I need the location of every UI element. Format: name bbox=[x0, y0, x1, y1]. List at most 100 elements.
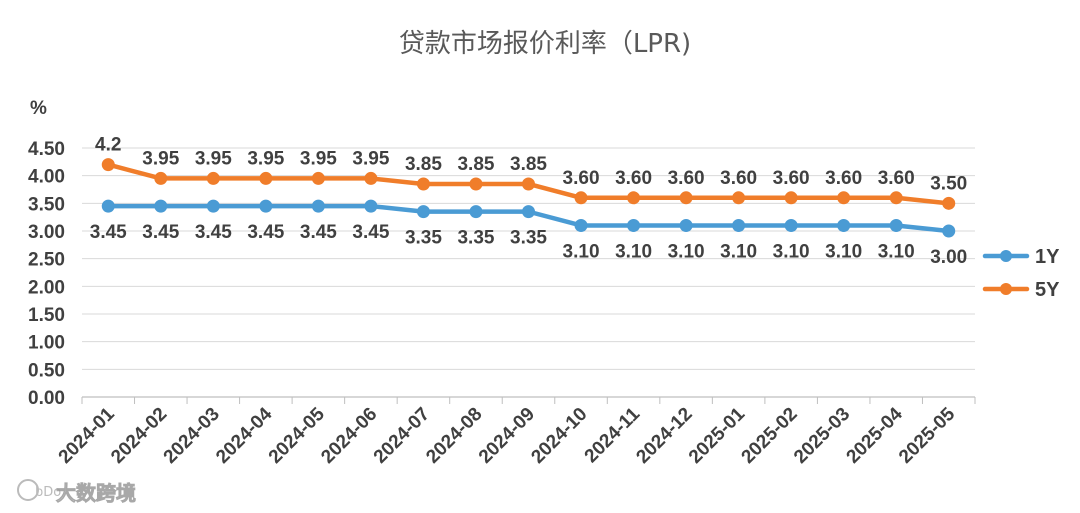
data-point-5Y bbox=[311, 171, 325, 185]
data-point-1Y bbox=[206, 199, 220, 213]
data-point-1Y bbox=[416, 205, 430, 219]
data-labels: 3.45 3.45 3.45 3.45 3.45 3.45 3.35 3.35 3.35 3.10… bbox=[90, 135, 967, 268]
y-tick-label: 2.00 bbox=[28, 277, 65, 298]
data-label-5Y: 3.95 bbox=[195, 148, 232, 169]
x-tick-label: 2025-03 bbox=[790, 404, 854, 468]
data-point-5Y bbox=[522, 177, 535, 191]
y-tick-label: 3.50 bbox=[28, 194, 65, 215]
data-point-1Y bbox=[732, 218, 746, 232]
y-tick-label: 1.50 bbox=[28, 305, 65, 326]
data-label-1Y: 3.10 bbox=[773, 241, 810, 262]
data-label-1Y: 3.45 bbox=[300, 222, 337, 243]
data-point-5Y bbox=[259, 171, 273, 185]
x-tick-label: 2024-08 bbox=[422, 404, 486, 468]
data-label-5Y: 3.95 bbox=[142, 148, 179, 169]
data-label-5Y: 3.95 bbox=[300, 148, 337, 169]
data-label-1Y: 3.10 bbox=[668, 241, 705, 262]
data-label-5Y: 3.60 bbox=[615, 168, 652, 189]
x-tick-label: 2024-06 bbox=[317, 404, 381, 468]
data-point-5Y bbox=[942, 196, 956, 210]
data-label-5Y: 3.85 bbox=[405, 154, 442, 175]
data-point-5Y bbox=[679, 191, 693, 205]
data-point-1Y bbox=[627, 218, 641, 232]
legend-label-1Y: 1Y bbox=[1035, 246, 1060, 268]
data-point-5Y bbox=[101, 158, 115, 172]
data-label-1Y: 3.45 bbox=[90, 222, 127, 243]
data-point-5Y bbox=[627, 191, 641, 205]
x-tick-label: 2024-09 bbox=[475, 404, 539, 468]
data-label-5Y: 3.95 bbox=[352, 148, 389, 169]
grid-lines bbox=[82, 147, 975, 398]
series-lines bbox=[101, 158, 956, 238]
data-point-1Y bbox=[259, 199, 273, 213]
watermark-text: 大数跨境 bbox=[56, 481, 136, 505]
data-label-1Y: 3.45 bbox=[352, 222, 389, 243]
watermark-logo-text: bDo bbox=[35, 485, 61, 500]
data-point-1Y bbox=[522, 205, 535, 219]
x-tick-label: 2024-10 bbox=[527, 404, 591, 468]
data-label-5Y: 3.60 bbox=[563, 168, 600, 189]
data-point-1Y bbox=[311, 199, 325, 213]
data-point-1Y bbox=[942, 224, 956, 238]
data-label-1Y: 3.35 bbox=[510, 228, 547, 249]
x-tick-label: 2024-01 bbox=[55, 403, 119, 467]
data-label-1Y: 3.45 bbox=[247, 222, 284, 243]
data-label-1Y: 3.45 bbox=[142, 222, 179, 243]
data-label-5Y: 3.85 bbox=[457, 154, 494, 175]
x-tick-label: 2025-04 bbox=[843, 403, 907, 467]
y-tick-label: 4.50 bbox=[28, 139, 65, 160]
watermark: bDo 大数跨境 bbox=[17, 479, 136, 505]
data-point-5Y bbox=[416, 177, 430, 191]
chart-title: 贷款市场报价利率（LPR) bbox=[399, 29, 691, 59]
data-point-1Y bbox=[469, 205, 483, 219]
x-tick-label: 2025-05 bbox=[895, 403, 959, 467]
data-label-5Y: 3.60 bbox=[773, 168, 810, 189]
data-label-5Y: 3.60 bbox=[878, 168, 915, 189]
data-point-1Y bbox=[837, 218, 851, 232]
legend: 1Y 5Y bbox=[982, 246, 1060, 301]
data-point-5Y bbox=[364, 171, 378, 185]
x-tick-label: 2024-04 bbox=[212, 403, 276, 467]
data-label-1Y: 3.10 bbox=[825, 241, 862, 262]
bdo-logo-icon: bDo bbox=[17, 479, 61, 501]
x-tick-label: 2024-02 bbox=[107, 404, 171, 468]
x-tick-label: 2024-07 bbox=[370, 404, 434, 468]
y-tick-label: 4.00 bbox=[28, 167, 65, 188]
data-label-5Y: 3.50 bbox=[930, 173, 967, 194]
data-label-1Y: 3.10 bbox=[615, 241, 652, 262]
data-label-1Y: 3.10 bbox=[878, 241, 915, 262]
data-label-5Y: 3.60 bbox=[825, 168, 862, 189]
data-point-1Y bbox=[154, 199, 168, 213]
data-point-5Y bbox=[837, 191, 851, 205]
x-tick-label: 2024-12 bbox=[632, 404, 696, 468]
legend-label-5Y: 5Y bbox=[1035, 279, 1060, 301]
data-label-5Y: 3.60 bbox=[668, 168, 705, 189]
data-point-5Y bbox=[469, 177, 483, 191]
y-tick-label: 0.50 bbox=[28, 360, 65, 381]
data-point-5Y bbox=[889, 191, 903, 205]
data-point-5Y bbox=[574, 191, 588, 205]
data-point-5Y bbox=[784, 191, 798, 205]
y-axis-unit: % bbox=[30, 98, 47, 119]
data-point-1Y bbox=[889, 218, 903, 232]
y-tick-label: 2.50 bbox=[28, 250, 65, 271]
data-label-5Y: 3.60 bbox=[720, 168, 757, 189]
x-tick-label: 2024-05 bbox=[265, 403, 329, 467]
data-point-5Y bbox=[206, 171, 220, 185]
y-tick-label: 3.00 bbox=[28, 222, 65, 243]
data-label-5Y: 3.85 bbox=[510, 154, 547, 175]
data-label-1Y: 3.35 bbox=[405, 228, 442, 249]
data-label-1Y: 3.10 bbox=[563, 241, 600, 262]
legend-marker-5Y bbox=[1000, 283, 1012, 295]
x-tick-label: 2024-03 bbox=[160, 404, 224, 468]
data-label-5Y: 3.95 bbox=[247, 148, 284, 169]
data-label-1Y: 3.00 bbox=[930, 247, 967, 268]
y-tick-label: 0.00 bbox=[28, 388, 65, 409]
data-point-1Y bbox=[784, 218, 798, 232]
data-label-1Y: 3.45 bbox=[195, 222, 232, 243]
y-tick-label: 1.00 bbox=[28, 333, 65, 354]
data-point-1Y bbox=[101, 199, 115, 213]
data-label-1Y: 3.35 bbox=[457, 228, 494, 249]
data-point-1Y bbox=[364, 199, 378, 213]
